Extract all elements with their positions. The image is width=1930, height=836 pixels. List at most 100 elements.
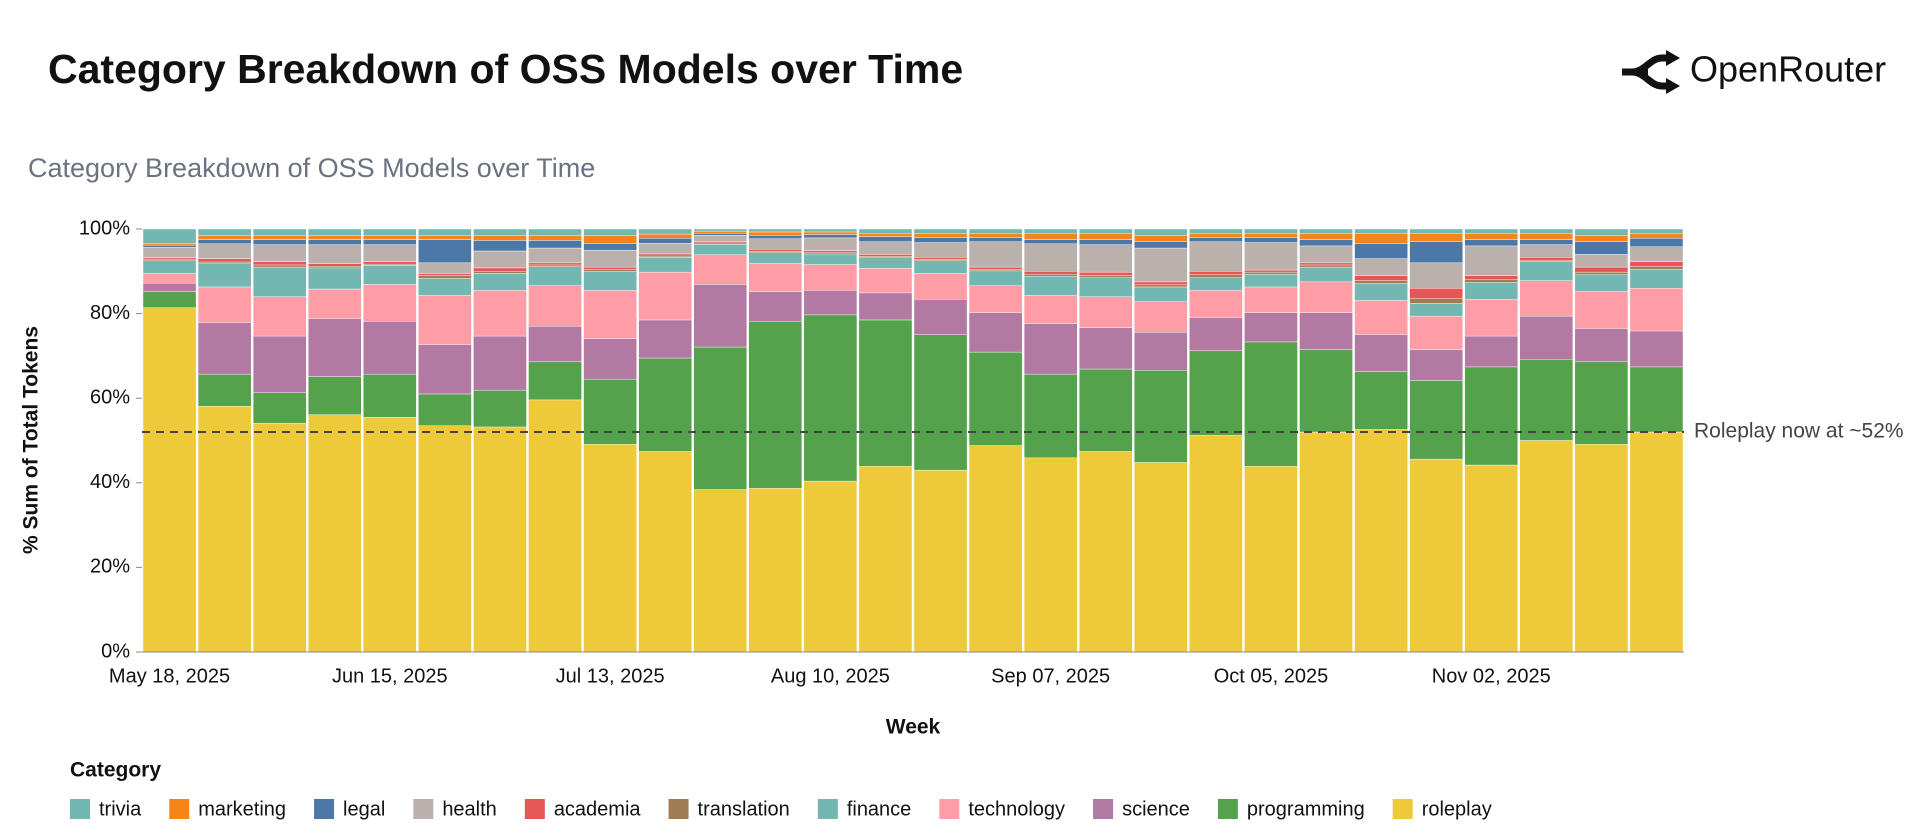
bar-segment bbox=[638, 238, 692, 244]
bar-segment bbox=[803, 234, 858, 239]
bar-segment bbox=[1629, 246, 1684, 262]
bar-segment bbox=[1189, 228, 1243, 234]
bar-segment bbox=[1134, 301, 1188, 333]
bar-segment bbox=[858, 466, 913, 653]
bar-segment bbox=[1519, 257, 1574, 261]
bar-segment bbox=[252, 244, 307, 262]
y-tick-label: 20% bbox=[90, 556, 130, 578]
bar-segment bbox=[913, 237, 968, 243]
legend-label: programming bbox=[1247, 798, 1365, 820]
bar-segment bbox=[1574, 328, 1629, 363]
bar-segment bbox=[528, 264, 582, 267]
bar-segment bbox=[1519, 239, 1574, 245]
bar-segment bbox=[473, 335, 527, 391]
bar-segment bbox=[1134, 332, 1188, 371]
legend-swatch bbox=[314, 799, 335, 819]
bar-segment bbox=[1189, 237, 1243, 242]
bar-segment bbox=[748, 488, 803, 653]
brand-logo bbox=[1622, 50, 1680, 94]
bar-segment bbox=[1134, 247, 1188, 283]
bar-segment bbox=[1299, 239, 1353, 247]
bar-segment bbox=[1574, 361, 1629, 445]
bar-segment bbox=[1189, 277, 1243, 291]
bar-segment bbox=[583, 338, 637, 380]
bar-segment bbox=[1299, 233, 1353, 240]
legend-label: trivia bbox=[99, 798, 142, 820]
bar-segment bbox=[913, 242, 968, 258]
bar-segment bbox=[1464, 233, 1518, 240]
bar-segment bbox=[968, 241, 1023, 268]
bar-segment bbox=[1574, 228, 1629, 236]
bar-segment bbox=[1189, 233, 1243, 238]
bar-segment bbox=[1299, 228, 1353, 234]
bar-segment bbox=[1079, 451, 1133, 653]
bar-segment bbox=[1189, 271, 1243, 275]
bar-segment bbox=[803, 290, 858, 316]
bar-segment bbox=[363, 228, 417, 236]
bar-segment bbox=[1354, 334, 1408, 372]
bar-segment bbox=[858, 236, 913, 242]
bar-segment bbox=[1244, 274, 1298, 288]
bar-segment bbox=[1629, 431, 1684, 653]
bar-segment bbox=[638, 451, 692, 653]
bar-segment bbox=[1574, 291, 1629, 329]
bar-segment bbox=[142, 246, 197, 258]
bar-segment bbox=[1079, 275, 1133, 278]
bar-segment bbox=[1244, 228, 1298, 234]
bar-segment bbox=[1079, 228, 1133, 234]
bar-segment bbox=[1023, 323, 1078, 375]
bar-segment bbox=[142, 244, 197, 248]
bar-segment bbox=[1023, 233, 1078, 240]
bar-segment bbox=[1299, 245, 1353, 264]
bar-segment bbox=[583, 269, 637, 272]
bar-segment bbox=[1629, 266, 1684, 270]
bar-segment bbox=[142, 282, 197, 292]
bar-segment bbox=[197, 239, 252, 245]
bar-segment bbox=[1299, 349, 1353, 433]
bar-segment bbox=[308, 288, 362, 319]
bar-segment bbox=[1629, 288, 1684, 332]
bar-segment bbox=[968, 270, 1023, 286]
bar-segment bbox=[968, 285, 1023, 313]
bar-segment bbox=[308, 318, 362, 377]
x-axis-title: Week bbox=[886, 716, 941, 739]
bar-segment bbox=[1299, 431, 1353, 653]
bar-segment bbox=[693, 346, 747, 490]
bar-segment bbox=[363, 244, 417, 262]
bar-segment bbox=[363, 284, 417, 322]
bar-segment bbox=[142, 228, 197, 245]
bar-segment bbox=[197, 263, 252, 288]
bar-segment bbox=[1519, 359, 1574, 441]
bar-segment bbox=[473, 389, 527, 428]
bar-segment bbox=[968, 312, 1023, 353]
bar-segment bbox=[803, 228, 858, 233]
bar-segment bbox=[1189, 274, 1243, 278]
bar-segment bbox=[1023, 243, 1078, 272]
annotation-label: Roleplay now at ~52% bbox=[1694, 420, 1904, 443]
bar-segment bbox=[913, 257, 968, 260]
bar-segment bbox=[858, 241, 913, 255]
bar-segment bbox=[1464, 299, 1518, 337]
x-tick-label: Oct 05, 2025 bbox=[1214, 665, 1329, 687]
bar-segment bbox=[693, 235, 747, 242]
bar-segment bbox=[418, 295, 472, 345]
bar-segment bbox=[1519, 440, 1574, 653]
bar-segment bbox=[1409, 228, 1463, 234]
bar-segment bbox=[1079, 244, 1133, 273]
legend-swatch bbox=[1392, 799, 1413, 819]
bar-segment bbox=[748, 228, 803, 233]
bar-segment bbox=[913, 228, 968, 234]
bar-segment bbox=[748, 249, 803, 252]
bar-segment bbox=[197, 322, 252, 375]
bar-segment bbox=[1244, 269, 1298, 273]
bar-segment bbox=[803, 231, 858, 235]
bar-segment bbox=[638, 243, 692, 255]
bar-segment bbox=[748, 238, 803, 250]
bar-segment bbox=[1409, 262, 1463, 289]
bar-segment bbox=[1354, 228, 1408, 234]
bar-segment bbox=[1079, 233, 1133, 240]
bar-segment bbox=[1629, 330, 1684, 368]
bar-segment bbox=[1574, 271, 1629, 275]
bar-segment bbox=[142, 258, 197, 261]
bar-segment bbox=[473, 228, 527, 236]
